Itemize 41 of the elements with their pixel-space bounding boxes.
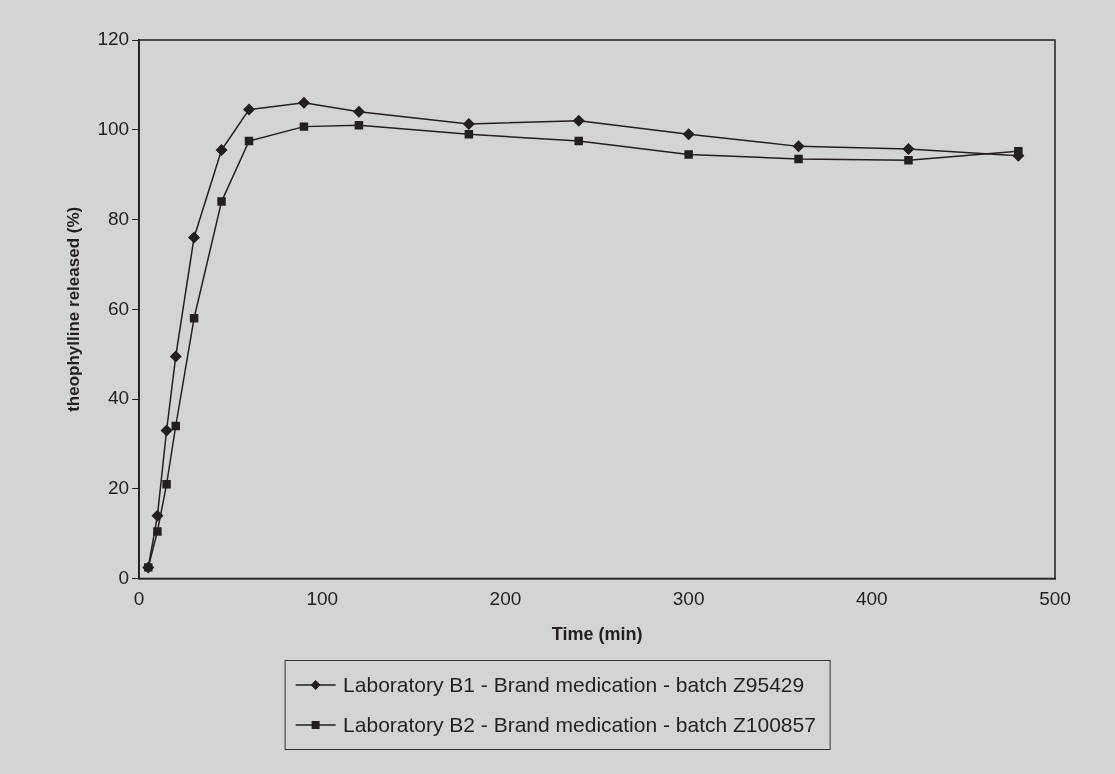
point xyxy=(904,156,913,165)
x-tick-label: 300 xyxy=(672,588,705,610)
x-tick-label: 200 xyxy=(489,588,522,610)
point xyxy=(794,154,803,164)
point xyxy=(215,143,228,156)
point xyxy=(188,231,201,244)
point xyxy=(682,128,695,141)
y-axis-title: theophylline released (%) xyxy=(63,206,83,412)
point xyxy=(297,96,310,109)
y-tick-label: 40 xyxy=(107,387,130,409)
point xyxy=(352,105,365,118)
x-tick-label: 400 xyxy=(855,588,888,610)
x-tick-label: 0 xyxy=(133,588,145,610)
point xyxy=(574,136,583,146)
y-tick-label: 100 xyxy=(97,118,130,139)
point xyxy=(151,509,164,522)
y-tick-label: 80 xyxy=(107,207,130,229)
point xyxy=(169,350,182,363)
y-tick-label: 20 xyxy=(107,477,130,499)
y-tick-label: 120 xyxy=(97,28,130,50)
point xyxy=(792,140,805,153)
point xyxy=(572,114,585,127)
point xyxy=(162,480,171,489)
point xyxy=(160,424,173,437)
legend-label: Laboratory B2 - Brand medication - batch Z100857 xyxy=(343,713,816,737)
point xyxy=(189,314,199,323)
x-axis-title: Time (min) xyxy=(551,624,643,645)
x-tick-label: 500 xyxy=(1039,588,1071,610)
point xyxy=(684,150,693,159)
point xyxy=(299,122,309,131)
point xyxy=(902,143,915,156)
point xyxy=(354,121,364,130)
y-tick-label: 60 xyxy=(107,297,130,319)
y-tick-label: 0 xyxy=(118,566,130,588)
point xyxy=(153,527,162,536)
point xyxy=(217,197,226,206)
point xyxy=(243,103,256,116)
point xyxy=(462,117,475,130)
point xyxy=(171,421,180,431)
legend-label: Laboratory B1 - Brand medication - batch Z95429 xyxy=(343,673,805,697)
x-tick-label: 100 xyxy=(306,588,339,610)
